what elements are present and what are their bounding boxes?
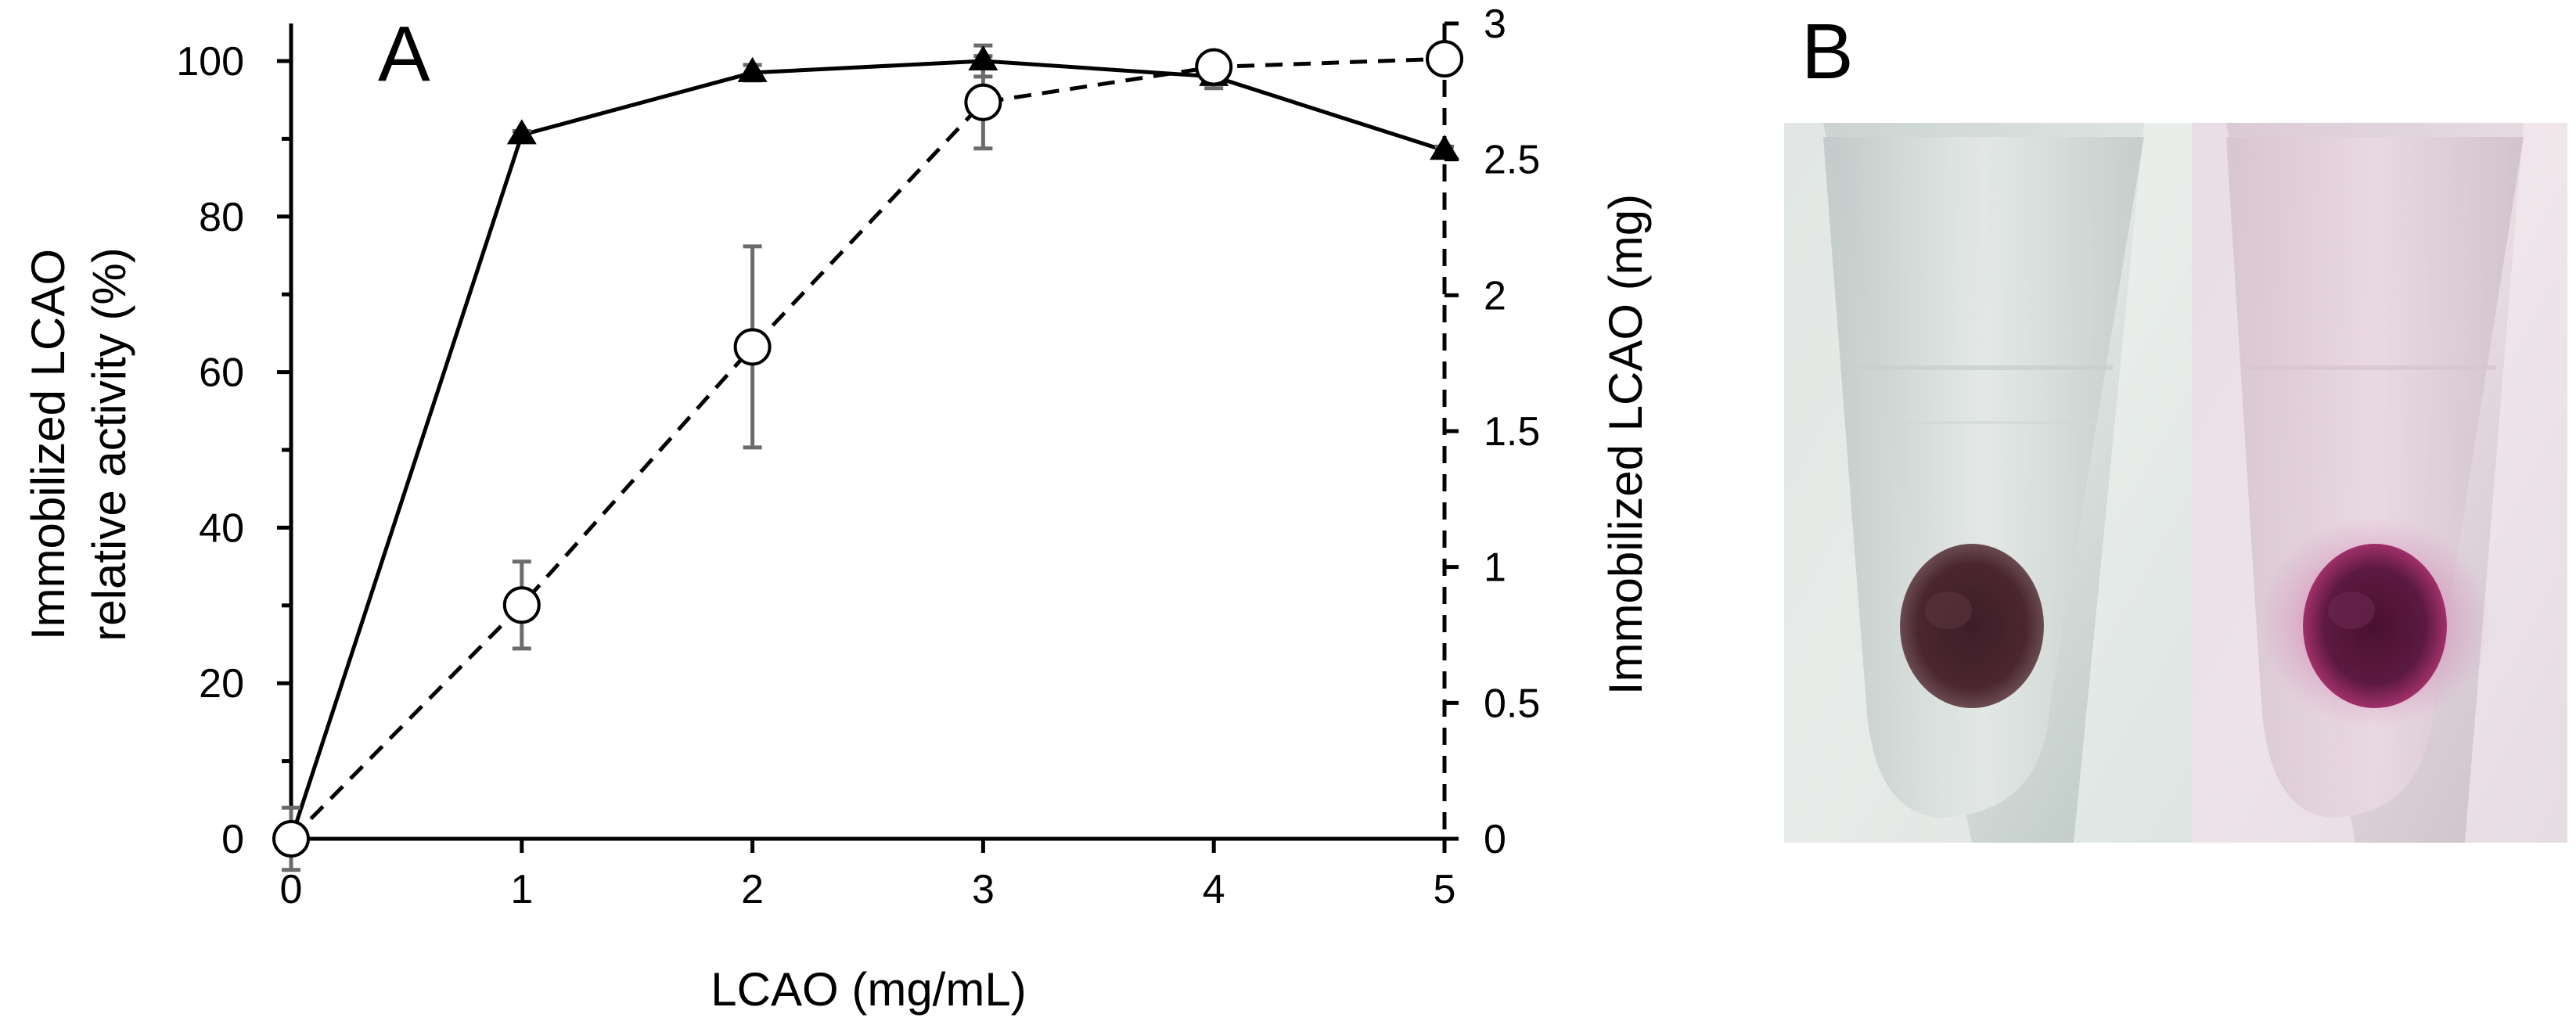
y-axis-title-line1: Immobilized LCAO (22, 249, 74, 640)
y-tick-label: 40 (199, 505, 244, 551)
data-point-circle (1426, 40, 1463, 78)
panel-label-a: A (378, 10, 430, 98)
x-tick-label: 5 (1434, 867, 1456, 912)
y2-tick-label: 1 (1484, 545, 1506, 591)
x-tick-label: 4 (1203, 867, 1225, 912)
series-1-line (289, 59, 1445, 840)
x-tick-label: 1 (510, 867, 533, 912)
x-tick-label: 2 (741, 867, 764, 912)
y-tick-label: 60 (199, 351, 244, 396)
x-tick-label: 3 (972, 867, 995, 912)
tube-photo-left (1784, 123, 2192, 843)
y2-axis-title: Immobilized LCAO (mg) (1599, 194, 1652, 695)
y-axis-title-line2: relative activity (%) (83, 247, 135, 641)
y2-tick-label: 0.5 (1484, 681, 1540, 726)
panel-label-b: B (1801, 8, 1854, 95)
data-point-triangle (1430, 135, 1459, 160)
data-point-triangle (506, 119, 537, 145)
markers (272, 40, 1463, 858)
y2-tick-label: 3 (1484, 2, 1506, 47)
y-tick-label: 20 (199, 661, 244, 707)
y-tick-label: 100 (176, 39, 244, 85)
y2-tick-label: 2.5 (1484, 138, 1540, 183)
data-point-triangle (737, 56, 768, 82)
tube-photo-right (2192, 123, 2567, 843)
series-2-line (290, 56, 1445, 840)
x-axis-title: LCAO (mg/mL) (711, 963, 1026, 1016)
y2-tick-label: 0 (1484, 817, 1506, 862)
data-point-circle (733, 328, 772, 366)
data-point-triangle (968, 45, 998, 70)
axes (289, 23, 1447, 841)
data-point-circle (502, 586, 541, 624)
series-lines (289, 56, 1445, 840)
error-bars (282, 43, 1454, 872)
y-tick-label: 80 (199, 195, 244, 240)
data-point-circle (964, 83, 1002, 121)
data-point-circle (1195, 48, 1233, 86)
y2-tick-label: 1.5 (1484, 409, 1540, 455)
photo-panel: B (1784, 8, 2567, 843)
y2-tick-label: 2 (1484, 273, 1506, 318)
y-tick-label: 0 (221, 817, 244, 862)
data-point-circle (272, 820, 310, 858)
x-tick-label: 0 (280, 867, 303, 912)
